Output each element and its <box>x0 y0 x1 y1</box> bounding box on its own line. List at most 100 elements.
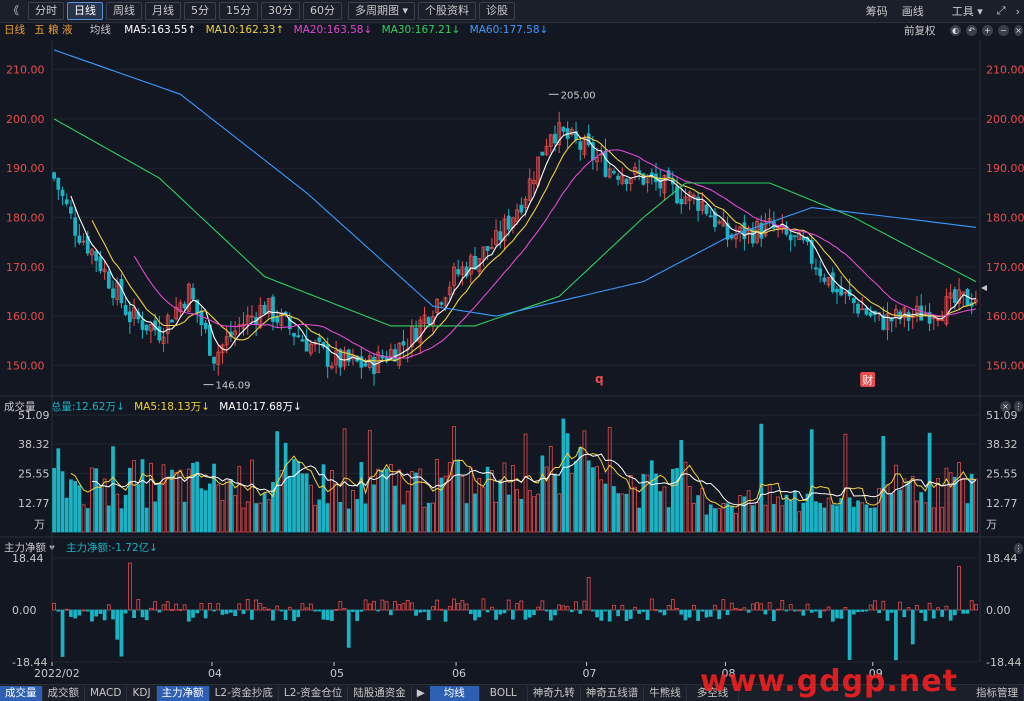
flow-settings-icon[interactable]: ⋮ <box>1014 543 1023 554</box>
volume-bar <box>195 461 200 533</box>
flow-bar <box>910 609 915 645</box>
candle <box>191 287 195 300</box>
tab-scroll-arrow[interactable]: ▶ <box>416 686 425 699</box>
volume-tick-right: 25.55 <box>986 467 1018 480</box>
volume-bar <box>170 469 174 533</box>
stock-chart[interactable]: 210.00 210.00 200.00 200.00 190.00 190.00 180.… <box>0 0 1024 684</box>
flow-bar <box>456 603 461 611</box>
flow-title[interactable]: 主力净额 ▾ <box>4 542 55 554</box>
flow-bar <box>750 603 755 611</box>
tab-l2-bottom[interactable]: L2-资金抄底 <box>210 685 279 701</box>
indicator-type[interactable]: 均线 <box>89 24 111 36</box>
tab-td9[interactable]: 神奇九转 <box>528 685 581 701</box>
tools-button[interactable]: 工具 ▾ <box>951 5 983 18</box>
period-daily[interactable]: 日线 <box>67 2 103 20</box>
expand-icon[interactable]: ⤢ <box>996 4 1006 17</box>
volume-bar <box>119 508 124 533</box>
candle <box>952 289 957 303</box>
volume-bar <box>780 505 785 533</box>
candle <box>561 127 566 132</box>
watermark: www.gdgp.net <box>700 664 958 699</box>
candle <box>266 298 271 314</box>
flow-bar <box>330 609 334 622</box>
tab-bull-bear[interactable]: 牛熊线 <box>644 685 687 701</box>
candle <box>140 319 145 330</box>
tab-boll[interactable]: BOLL <box>480 685 528 701</box>
flow-tick-right: 0.00 <box>986 604 1011 617</box>
tab-macd[interactable]: MACD <box>85 685 128 701</box>
volume-bar <box>633 486 637 533</box>
volume-bar <box>498 479 503 533</box>
volume-bar <box>447 462 452 533</box>
tab-hk-connect[interactable]: 陆股通资金 <box>348 685 412 701</box>
undo-icon[interactable]: ↶ <box>966 25 977 36</box>
tab-indicator-manage[interactable]: 指标管理 <box>971 685 1024 701</box>
collapse-icon[interactable]: › <box>1015 4 1020 18</box>
flow-bar <box>275 605 280 611</box>
candle <box>447 286 452 296</box>
tab-kdj[interactable]: KDJ <box>127 685 157 701</box>
flow-bar <box>115 609 120 640</box>
flow-bar <box>569 609 574 613</box>
volume-bar <box>69 479 73 533</box>
back-button[interactable]: 《 <box>8 4 19 17</box>
volume-bar <box>60 471 65 533</box>
volume-bar <box>759 423 764 533</box>
tab-long-short[interactable]: 多空线 <box>687 685 740 701</box>
tab-l2-position[interactable]: L2-资金仓位 <box>279 685 349 701</box>
tab-ma[interactable]: 均线 <box>429 685 480 701</box>
volume-bar <box>612 486 616 533</box>
candle <box>515 209 519 223</box>
zoom-out-icon[interactable]: − <box>998 25 1009 36</box>
flow-bar <box>422 609 427 612</box>
volume-bar <box>477 477 482 533</box>
candle <box>860 308 865 311</box>
candle <box>548 134 553 147</box>
candle <box>713 211 717 228</box>
candle <box>658 177 663 189</box>
volume-bar <box>292 459 296 533</box>
period-15min[interactable]: 15分 <box>219 2 258 20</box>
lock-icon[interactable]: ◐ <box>950 25 961 36</box>
multi-period-dropdown[interactable]: 多周期图 ▾ <box>348 2 416 20</box>
flow-bar <box>477 609 482 618</box>
flow-bar <box>418 609 423 613</box>
candle <box>241 323 246 330</box>
draw-line-button[interactable]: 画线 <box>901 5 924 18</box>
volume-bar <box>489 470 494 533</box>
volume-bar <box>873 507 877 533</box>
period-60min[interactable]: 60分 <box>303 2 342 20</box>
volume-bar <box>182 501 187 533</box>
adjust-toggle[interactable]: 前复权 <box>904 23 936 38</box>
volume-bar <box>603 483 608 533</box>
candle <box>363 363 368 367</box>
period-fenshi[interactable]: 分时 <box>28 2 64 20</box>
volume-bar <box>847 497 852 533</box>
flow-bar <box>612 604 616 611</box>
candle <box>683 196 688 204</box>
volume-bar <box>582 430 587 533</box>
period-5min[interactable]: 5分 <box>184 2 216 20</box>
zoom-in-icon[interactable]: + <box>982 25 993 36</box>
stock-profile-button[interactable]: 个股资料 <box>418 2 477 20</box>
diagnose-button[interactable]: 诊股 <box>479 2 516 20</box>
chips-button[interactable]: 筹码 <box>865 5 888 18</box>
volume-close-icon[interactable]: × <box>1000 401 1011 412</box>
tab-main-flow[interactable]: 主力净额 <box>156 685 210 701</box>
tab-volume[interactable]: 成交量 <box>0 685 43 701</box>
volume-bar <box>325 503 330 533</box>
period-weekly[interactable]: 周线 <box>106 2 142 20</box>
tools-label: 工具 <box>951 5 974 18</box>
tab-turnover[interactable]: 成交额 <box>43 685 85 701</box>
flow-bar <box>165 601 170 611</box>
flow-bar <box>292 609 296 622</box>
volume-settings-icon[interactable]: ⋮ <box>1014 401 1023 412</box>
period-30min[interactable]: 30分 <box>261 2 300 20</box>
volume-bar <box>123 494 128 533</box>
flow-bar <box>784 609 789 612</box>
tab-five-lines[interactable]: 神奇五线谱 <box>581 685 645 701</box>
close-icon[interactable]: × <box>1014 25 1023 36</box>
flow-tick-right: -18.44 <box>986 656 1021 669</box>
period-monthly[interactable]: 月线 <box>145 2 181 20</box>
flow-bar <box>738 608 743 611</box>
